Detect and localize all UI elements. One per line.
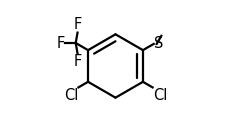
Text: F: F bbox=[56, 36, 65, 51]
Text: Cl: Cl bbox=[153, 88, 167, 103]
Text: F: F bbox=[73, 17, 82, 32]
Text: Cl: Cl bbox=[64, 88, 78, 103]
Text: F: F bbox=[73, 54, 82, 69]
Text: S: S bbox=[154, 36, 163, 51]
